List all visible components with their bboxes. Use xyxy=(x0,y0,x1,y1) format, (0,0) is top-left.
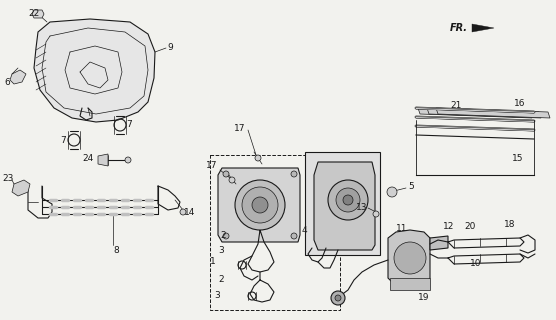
Text: FR.: FR. xyxy=(450,23,468,33)
Text: 13: 13 xyxy=(356,203,368,212)
Circle shape xyxy=(387,187,397,197)
Polygon shape xyxy=(472,24,494,32)
Circle shape xyxy=(223,233,229,239)
Text: 9: 9 xyxy=(167,43,173,52)
Circle shape xyxy=(335,295,341,301)
Text: 7: 7 xyxy=(60,135,66,145)
Polygon shape xyxy=(34,19,155,122)
Text: 22: 22 xyxy=(28,9,39,18)
Polygon shape xyxy=(390,278,430,290)
Text: 3: 3 xyxy=(214,292,220,300)
Polygon shape xyxy=(32,10,44,18)
Text: 18: 18 xyxy=(504,220,515,228)
Text: 3: 3 xyxy=(218,245,224,254)
Text: 2: 2 xyxy=(220,230,226,239)
Circle shape xyxy=(336,188,360,212)
Polygon shape xyxy=(416,108,534,113)
Polygon shape xyxy=(10,70,26,84)
Text: 24: 24 xyxy=(82,154,93,163)
Text: 11: 11 xyxy=(396,223,408,233)
Text: 19: 19 xyxy=(418,293,429,302)
Polygon shape xyxy=(305,152,380,255)
Circle shape xyxy=(125,157,131,163)
Text: 17: 17 xyxy=(234,124,246,132)
Text: 14: 14 xyxy=(184,207,195,217)
Text: 5: 5 xyxy=(408,181,414,190)
Text: 7: 7 xyxy=(126,119,132,129)
Polygon shape xyxy=(416,117,534,122)
Text: 23: 23 xyxy=(2,173,13,182)
Polygon shape xyxy=(218,168,300,242)
Text: 16: 16 xyxy=(514,99,525,108)
Circle shape xyxy=(229,177,235,183)
Text: 6: 6 xyxy=(4,77,10,86)
Polygon shape xyxy=(418,108,532,118)
Polygon shape xyxy=(98,154,108,166)
Circle shape xyxy=(235,180,285,230)
Text: 2: 2 xyxy=(218,276,224,284)
Circle shape xyxy=(373,211,379,217)
Circle shape xyxy=(252,197,268,213)
Polygon shape xyxy=(416,126,534,131)
Text: 17: 17 xyxy=(206,161,217,170)
Text: 21: 21 xyxy=(450,100,461,109)
Text: 15: 15 xyxy=(512,154,524,163)
Circle shape xyxy=(291,233,297,239)
Circle shape xyxy=(343,195,353,205)
Text: 1: 1 xyxy=(210,258,216,267)
Polygon shape xyxy=(436,108,550,118)
Circle shape xyxy=(223,171,229,177)
Circle shape xyxy=(331,291,345,305)
Text: 8: 8 xyxy=(113,245,119,254)
Circle shape xyxy=(394,242,426,274)
Circle shape xyxy=(328,180,368,220)
Polygon shape xyxy=(314,162,375,250)
Circle shape xyxy=(180,209,186,215)
Text: 10: 10 xyxy=(470,260,481,268)
Text: 4: 4 xyxy=(302,226,307,235)
Polygon shape xyxy=(12,180,30,196)
Text: 20: 20 xyxy=(464,221,475,230)
Polygon shape xyxy=(430,236,448,250)
Polygon shape xyxy=(427,108,541,118)
Circle shape xyxy=(255,155,261,161)
Text: 12: 12 xyxy=(443,221,454,230)
Circle shape xyxy=(291,171,297,177)
Circle shape xyxy=(242,187,278,223)
Polygon shape xyxy=(388,230,430,288)
